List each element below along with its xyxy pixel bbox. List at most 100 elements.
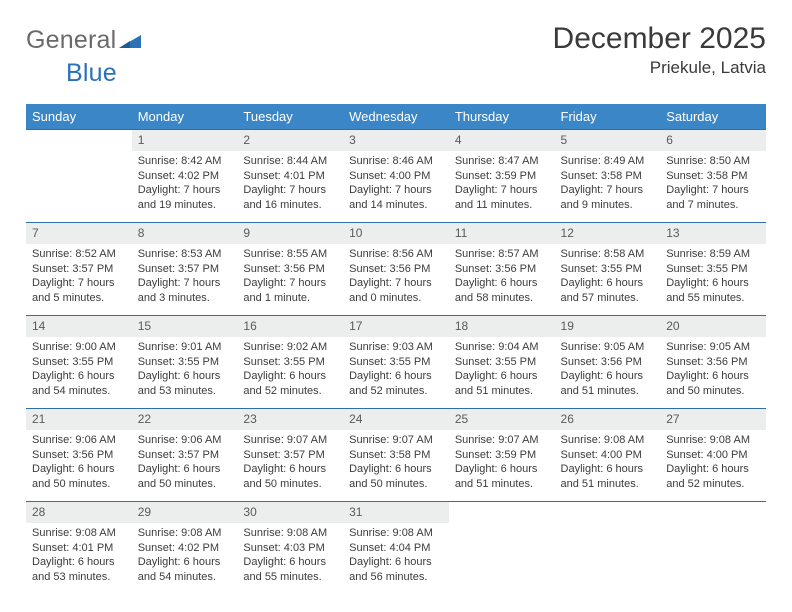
sunrise-text: Sunrise: 9:08 AM	[138, 527, 222, 539]
empty-day-head	[555, 501, 661, 523]
sunrise-text: Sunrise: 8:50 AM	[666, 155, 750, 167]
sunset-text: Sunset: 4:01 PM	[32, 542, 113, 554]
sunrise-text: Sunrise: 8:55 AM	[243, 248, 327, 260]
daylight-text: Daylight: 6 hours and 55 minutes.	[666, 277, 749, 304]
sunrise-text: Sunrise: 9:08 AM	[243, 527, 327, 539]
sunrise-text: Sunrise: 8:44 AM	[243, 155, 327, 167]
week-head-row: 21222324252627	[26, 408, 766, 430]
title-block: December 2025 Priekule, Latvia	[553, 22, 766, 78]
empty-day-body	[449, 523, 555, 594]
sunset-text: Sunset: 4:02 PM	[138, 170, 219, 182]
sunrise-text: Sunrise: 9:02 AM	[243, 341, 327, 353]
daylight-text: Daylight: 6 hours and 53 minutes.	[32, 556, 115, 583]
weekday-header: Monday	[132, 104, 238, 129]
sunset-text: Sunset: 3:58 PM	[349, 449, 430, 461]
week-body-row: Sunrise: 9:08 AM Sunset: 4:01 PM Daylight:…	[26, 523, 766, 594]
brand-part2: Blue	[66, 59, 117, 87]
empty-day-body	[555, 523, 661, 594]
daylight-text: Daylight: 6 hours and 55 minutes.	[243, 556, 326, 583]
page-subtitle: Priekule, Latvia	[553, 58, 766, 78]
daylight-text: Daylight: 6 hours and 58 minutes.	[455, 277, 538, 304]
week-body-row: Sunrise: 9:06 AMSunset: 3:56 PMDaylight:…	[26, 430, 766, 501]
day-number: 4	[449, 129, 555, 151]
day-body: Sunrise: 9:02 AMSunset: 3:55 PMDaylight:…	[237, 337, 343, 408]
weekday-header: Sunday	[26, 104, 132, 129]
daylight-text: Daylight: 6 hours and 52 minutes.	[349, 370, 432, 397]
empty-day-head	[26, 129, 132, 151]
day-body: Sunrise: 9:06 AMSunset: 3:56 PMDaylight:…	[26, 430, 132, 501]
brand-part1: General	[26, 26, 116, 54]
daylight-text: Daylight: 6 hours and 50 minutes.	[138, 463, 221, 490]
day-body: Sunrise: 9:01 AMSunset: 3:55 PMDaylight:…	[132, 337, 238, 408]
weekday-header: Friday	[555, 104, 661, 129]
sunrise-text: Sunrise: 8:56 AM	[349, 248, 433, 260]
sunset-text: Sunset: 3:56 PM	[455, 263, 536, 275]
day-number: 18	[449, 315, 555, 337]
day-number: 20	[660, 315, 766, 337]
sunset-text: Sunset: 3:58 PM	[666, 170, 747, 182]
week-head-row: 123456	[26, 129, 766, 151]
sunrise-text: Sunrise: 8:47 AM	[455, 155, 539, 167]
day-number: 13	[660, 222, 766, 244]
day-number: 12	[555, 222, 661, 244]
day-number: 15	[132, 315, 238, 337]
day-number: 29	[132, 501, 238, 523]
sunrise-text: Sunrise: 9:04 AM	[455, 341, 539, 353]
day-body: Sunrise: 8:46 AMSunset: 4:00 PMDaylight:…	[343, 151, 449, 222]
daylight-text: Daylight: 6 hours and 57 minutes.	[561, 277, 644, 304]
header: General Blue December 2025 Priekule, Latv…	[26, 22, 766, 94]
day-number: 30	[237, 501, 343, 523]
sunset-text: Sunset: 3:59 PM	[455, 170, 536, 182]
day-body: Sunrise: 9:08 AMSunset: 4:00 PMDaylight:…	[660, 430, 766, 501]
sunrise-text: Sunrise: 8:42 AM	[138, 155, 222, 167]
daylight-text: Daylight: 6 hours and 50 minutes.	[243, 463, 326, 490]
sunrise-text: Sunrise: 9:05 AM	[561, 341, 645, 353]
daylight-text: Daylight: 6 hours and 54 minutes.	[138, 556, 221, 583]
calendar-table: SundayMondayTuesdayWednesdayThursdayFrid…	[26, 104, 766, 594]
sunset-text: Sunset: 3:56 PM	[349, 263, 430, 275]
sunrise-text: Sunrise: 8:59 AM	[666, 248, 750, 260]
sunrise-text: Sunrise: 9:07 AM	[349, 434, 433, 446]
day-number: 2	[237, 129, 343, 151]
sunrise-text: Sunrise: 8:52 AM	[32, 248, 116, 260]
day-number: 10	[343, 222, 449, 244]
daylight-text: Daylight: 6 hours and 52 minutes.	[666, 463, 749, 490]
weekday-header: Wednesday	[343, 104, 449, 129]
sunset-text: Sunset: 3:55 PM	[455, 356, 536, 368]
daylight-text: Daylight: 7 hours and 7 minutes.	[666, 184, 749, 211]
day-body: Sunrise: 8:55 AMSunset: 3:56 PMDaylight:…	[237, 244, 343, 315]
day-number: 26	[555, 408, 661, 430]
sunset-text: Sunset: 3:55 PM	[243, 356, 324, 368]
day-number: 28	[26, 501, 132, 523]
day-number: 3	[343, 129, 449, 151]
day-body: Sunrise: 9:04 AMSunset: 3:55 PMDaylight:…	[449, 337, 555, 408]
day-number: 6	[660, 129, 766, 151]
sunrise-text: Sunrise: 9:07 AM	[243, 434, 327, 446]
day-body: Sunrise: 9:05 AMSunset: 3:56 PMDaylight:…	[555, 337, 661, 408]
day-body: Sunrise: 8:57 AMSunset: 3:56 PMDaylight:…	[449, 244, 555, 315]
daylight-text: Daylight: 6 hours and 50 minutes.	[32, 463, 115, 490]
day-number: 31	[343, 501, 449, 523]
day-body: Sunrise: 9:08 AMSunset: 4:02 PMDaylight:…	[132, 523, 238, 594]
day-number: 8	[132, 222, 238, 244]
day-body: Sunrise: 8:44 AMSunset: 4:01 PMDaylight:…	[237, 151, 343, 222]
sunrise-text: Sunrise: 9:08 AM	[561, 434, 645, 446]
sunrise-text: Sunrise: 9:03 AM	[349, 341, 433, 353]
empty-day-head	[449, 501, 555, 523]
sunset-text: Sunset: 3:56 PM	[666, 356, 747, 368]
daylight-text: Daylight: 7 hours and 19 minutes.	[138, 184, 221, 211]
sunrise-text: Sunrise: 9:06 AM	[32, 434, 116, 446]
day-number: 5	[555, 129, 661, 151]
day-body: Sunrise: 9:08 AMSunset: 4:04 PMDaylight:…	[343, 523, 449, 594]
day-number: 23	[237, 408, 343, 430]
day-number: 14	[26, 315, 132, 337]
daylight-text: Daylight: 7 hours and 3 minutes.	[138, 277, 221, 304]
brand-triangle-icon	[119, 26, 141, 55]
sunset-text: Sunset: 4:00 PM	[561, 449, 642, 461]
sunrise-text: Sunrise: 9:00 AM	[32, 341, 116, 353]
week-body-row: Sunrise: 9:00 AM Sunset: 3:55 PM Daylight:…	[26, 337, 766, 408]
page-title: December 2025	[553, 22, 766, 56]
sunrise-text: Sunrise: 9:07 AM	[455, 434, 539, 446]
day-body: Sunrise: 8:58 AMSunset: 3:55 PMDaylight:…	[555, 244, 661, 315]
daylight-text: Daylight: 6 hours and 53 minutes.	[138, 370, 221, 397]
